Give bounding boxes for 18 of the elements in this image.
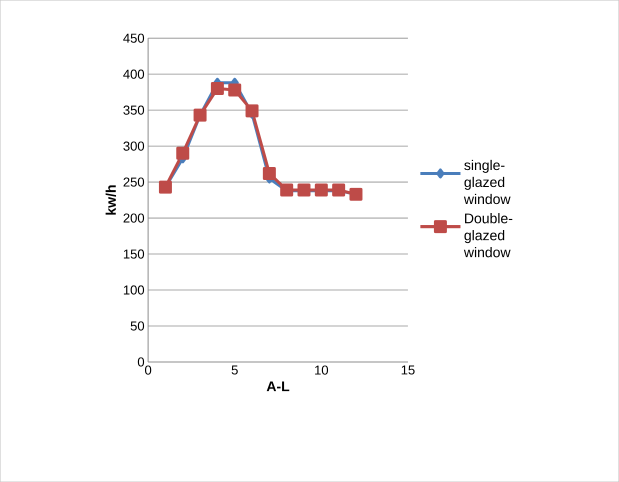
y-tick-label: 50: [130, 321, 144, 331]
x-axis-title: A-L: [266, 382, 290, 392]
y-tick-label: 250: [124, 177, 144, 187]
y-axis-title: kw/h: [106, 185, 116, 215]
y-tick-label: 200: [124, 213, 144, 223]
y-tick-label: 100: [124, 285, 144, 295]
legend-label: single-glazed window: [464, 160, 511, 204]
y-tick-label: 300: [123, 141, 144, 151]
legend-label: Double-glazed window: [464, 213, 512, 258]
y-tick-label: 450: [123, 34, 144, 43]
y-tick-label: 0: [138, 357, 144, 367]
x-tick-label: 15: [402, 365, 415, 375]
x-tick-label: 0: [144, 365, 152, 375]
y-tick-label: 350: [123, 105, 144, 115]
y-tick-label: 150: [124, 249, 144, 259]
y-tick-label: 400: [123, 70, 144, 79]
x-tick-label: 10: [315, 365, 328, 375]
x-tick-label: 5: [232, 365, 238, 375]
